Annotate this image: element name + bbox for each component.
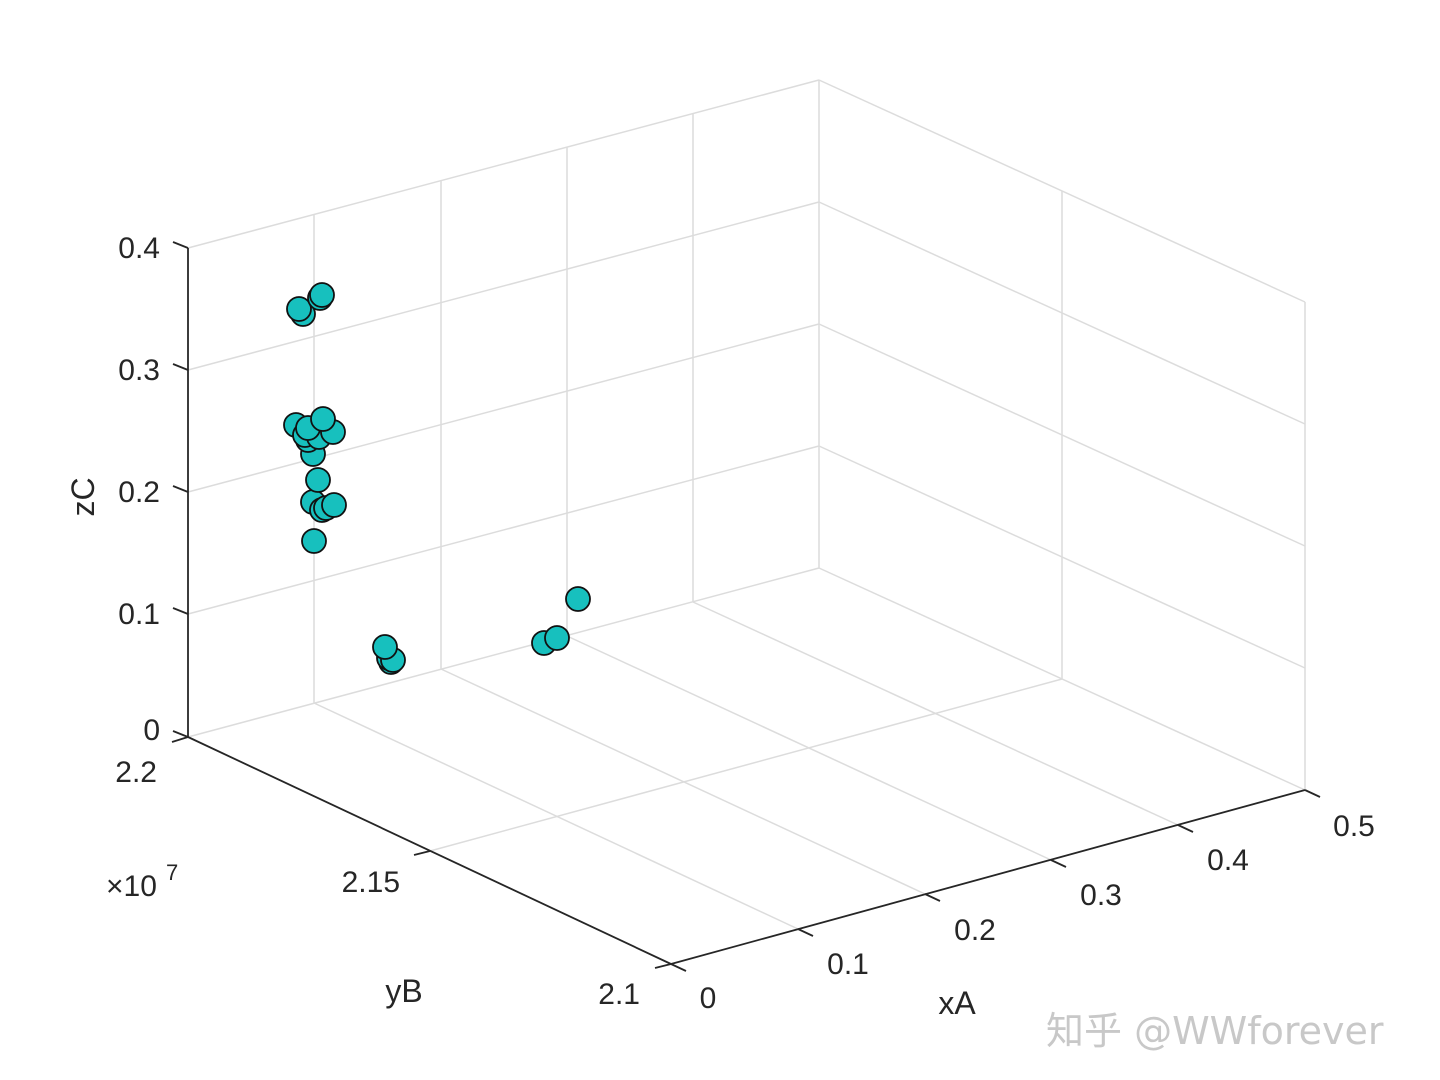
z-tick-label: 0.1 [118, 598, 160, 631]
data-point [321, 492, 347, 518]
x-tick-label: 0.3 [1080, 879, 1122, 912]
data-point [372, 634, 398, 660]
y-axis-label: yB [385, 973, 422, 1009]
z-tick-label: 0.2 [118, 476, 160, 509]
data-point [544, 625, 570, 651]
z-axis-label: zC [65, 477, 101, 516]
y-tick-label: 2.2 [115, 756, 157, 789]
y-tick-labels: 2.2 2.15 2.1 ×10 7 [106, 756, 640, 1011]
data-point [301, 528, 327, 554]
y-tick-label: 2.15 [342, 866, 400, 899]
x-tick-label: 0.1 [827, 948, 869, 981]
data-point [305, 467, 331, 493]
y-tick-label: 2.1 [598, 978, 640, 1011]
z-tick-label: 0.4 [118, 232, 160, 265]
svg-text:×10: ×10 [106, 870, 157, 903]
z-tick-label: 0 [143, 714, 160, 747]
x-tick-labels: 0 0.1 0.2 0.3 0.4 0.5 [700, 810, 1375, 1015]
y-exponent-label: ×10 7 [106, 860, 178, 903]
x-axis-label: xA [938, 985, 976, 1021]
z-tick-label: 0.3 [118, 354, 160, 387]
watermark: 知乎 @WWforever [1046, 1009, 1384, 1053]
data-point [310, 406, 336, 432]
data-point [565, 586, 591, 612]
data-point [309, 282, 335, 308]
x-tick-label: 0.2 [954, 914, 996, 947]
x-axis-line [670, 789, 1306, 965]
svg-text:7: 7 [166, 860, 178, 885]
x-tick-label: 0.4 [1207, 844, 1249, 877]
x-tick-label: 0.5 [1333, 810, 1375, 843]
z-tick-labels: 0.4 0.3 0.2 0.1 0 [118, 232, 160, 747]
axes [171, 241, 1321, 972]
data-points [283, 282, 591, 675]
x-tick-label: 0 [700, 982, 717, 1015]
data-point [286, 296, 312, 322]
grid-lines [187, 79, 1306, 965]
